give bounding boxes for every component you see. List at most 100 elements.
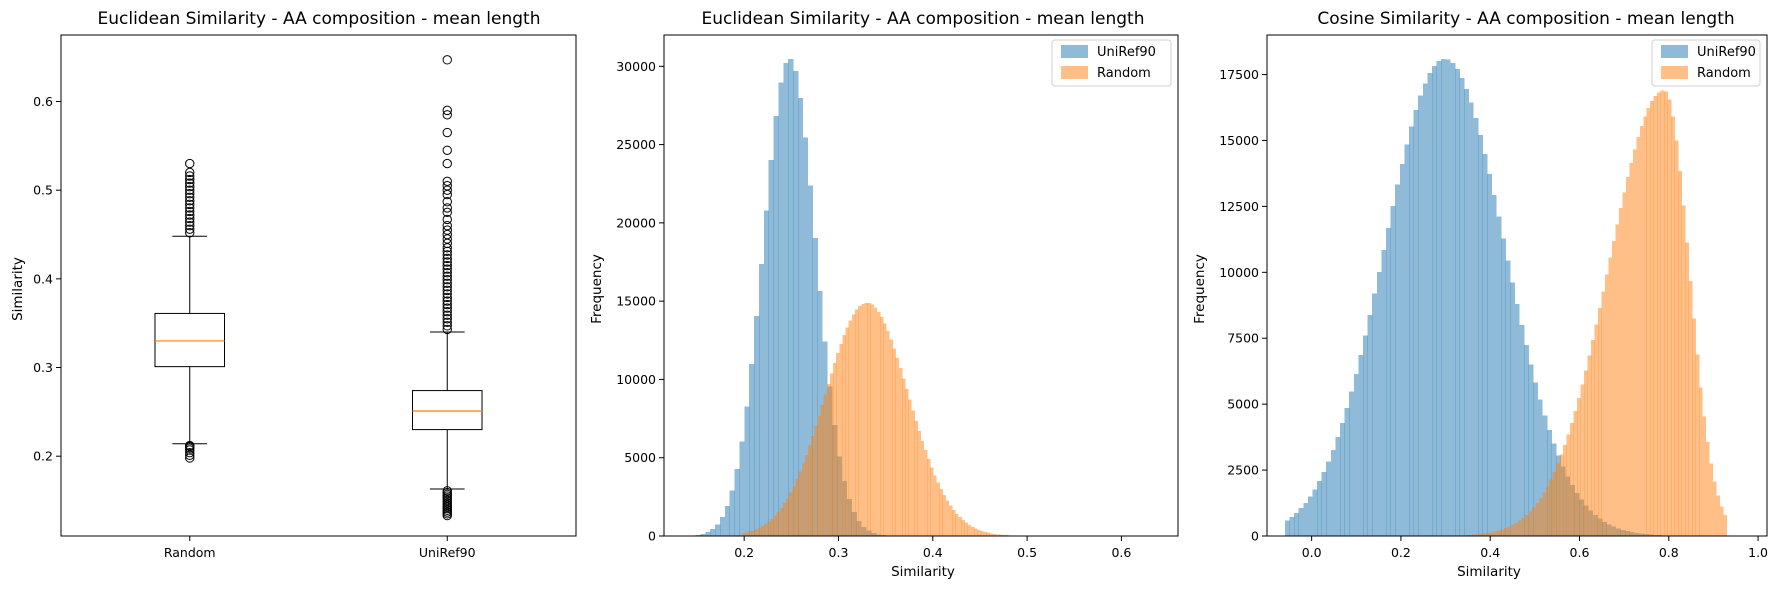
histogram-bar-uniref90: [754, 316, 760, 536]
x-tick-label: 0.2: [1391, 545, 1411, 560]
outlier-point: [442, 220, 452, 231]
histogram-bar-random: [1479, 533, 1484, 536]
histogram-bar-random: [1490, 532, 1494, 536]
histogram-bar-uniref90: [763, 210, 770, 536]
histogram-bar-random: [757, 527, 762, 536]
histogram-bar-random: [1615, 224, 1620, 537]
outlier-point: [442, 271, 452, 281]
histogram-bar-random: [1639, 126, 1644, 536]
histogram-bar-uniref90: [1505, 260, 1511, 536]
histogram-bar-uniref90: [1413, 110, 1419, 536]
histogram-bar-random: [1625, 177, 1630, 537]
histogram-bar-uniref90: [1523, 345, 1529, 536]
outlier-point: [185, 224, 195, 234]
histogram-bar-uniref90: [1395, 184, 1401, 537]
histogram-bar-random: [1542, 492, 1547, 536]
y-tick-label: 0.4: [33, 271, 53, 286]
y-tick-label: 15000: [1219, 133, 1259, 148]
outlier-point: [185, 189, 195, 199]
outlier-point: [442, 285, 452, 296]
histogram-bar-random: [908, 399, 912, 536]
histogram-bar-random: [1507, 526, 1512, 536]
histogram-bar-uniref90: [807, 185, 813, 536]
outlier-point: [185, 171, 195, 181]
outlier-point: [185, 220, 195, 231]
y-tick-label: 0: [648, 529, 656, 544]
histogram-bar-random: [1584, 370, 1588, 536]
histogram-bar-random: [1497, 530, 1501, 536]
outlier-point: [442, 278, 452, 288]
boxplot-panel: Euclidean Similarity - AA composition - …: [10, 9, 577, 560]
y-tick-label: 0.6: [33, 94, 53, 109]
x-tick-label: 0.3: [829, 545, 849, 560]
histogram-bar-random: [786, 498, 790, 536]
histogram-bar-uniref90: [1372, 293, 1378, 536]
histogram-bar-uniref90: [1349, 391, 1355, 536]
histogram-bar-random: [858, 306, 862, 536]
histogram-bar-random: [795, 479, 799, 536]
histogram-bar-uniref90: [1450, 62, 1456, 537]
outlier-point: [185, 196, 195, 206]
histogram-bar-random: [1517, 520, 1522, 536]
histogram-bar-uniref90: [1454, 69, 1460, 536]
outlier-point: [185, 213, 195, 224]
histogram-bar-random: [1716, 495, 1721, 536]
histogram-bar-random: [1678, 170, 1682, 536]
histogram-bar-random: [892, 348, 897, 536]
y-tick-label: 0.3: [33, 360, 53, 375]
histogram-bar-uniref90: [1500, 238, 1506, 536]
box-random: [154, 312, 226, 368]
outlier-point: [185, 185, 195, 195]
histogram-bar-random: [1698, 387, 1703, 536]
histogram-bar-random: [779, 507, 784, 536]
histogram-bar-random: [801, 463, 806, 536]
outlier-point: [442, 292, 452, 303]
histogram-bar-random: [1521, 517, 1526, 536]
histogram-bar-uniref90: [1376, 271, 1382, 536]
histogram-bar-random: [867, 303, 871, 536]
y-tick-label: 15000: [616, 294, 656, 309]
cosine-histogram-marks: [1284, 58, 1728, 537]
histogram-bar-uniref90: [1473, 117, 1479, 537]
histogram-bar-random: [1622, 192, 1627, 536]
outlier-point: [442, 306, 452, 317]
x-tick-label: 0.0: [1302, 545, 1322, 560]
histogram-bar-uniref90: [1289, 516, 1295, 536]
euclidean-histogram-legend: UniRef90 Random: [1051, 39, 1172, 87]
histogram-bar-uniref90: [715, 524, 721, 536]
histogram-bar-uniref90: [1477, 135, 1483, 537]
histogram-bar-random: [789, 492, 793, 536]
histogram-bar-uniref90: [719, 516, 726, 536]
histogram-bar-random: [1476, 534, 1480, 536]
y-tick-label: 0.2: [33, 449, 53, 464]
histogram-bar-random: [1510, 524, 1515, 536]
histogram-bar-uniref90: [1487, 173, 1493, 536]
outlier-point: [185, 181, 195, 192]
histogram-bar-uniref90: [1330, 449, 1336, 536]
x-tick-label: 0.2: [734, 545, 754, 560]
histogram-bar-uniref90: [744, 406, 750, 536]
outlier-point: [442, 207, 452, 218]
euclidean-histogram-y-axis-label: Frequency: [589, 254, 605, 324]
histogram-bar-uniref90: [734, 469, 740, 536]
outlier-point: [185, 203, 195, 213]
histogram-bar-uniref90: [768, 159, 774, 536]
histogram-bar-uniref90: [1464, 88, 1470, 536]
histogram-bar-random: [936, 482, 940, 536]
histogram-bar-random: [1577, 398, 1581, 536]
x-tick-label: 0.4: [1480, 545, 1500, 560]
histogram-bar-random: [898, 368, 903, 536]
y-tick-label: 25000: [616, 137, 656, 152]
histogram-bar-uniref90: [724, 506, 731, 536]
histogram-bar-random: [1664, 91, 1668, 536]
histogram-bar-random: [961, 520, 965, 536]
x-tick-label-random: Random: [164, 545, 216, 560]
outlier-point: [442, 296, 452, 306]
histogram-bar-random: [955, 513, 959, 536]
outlier-point: [442, 321, 452, 331]
histogram-bar-uniref90: [1514, 303, 1520, 536]
histogram-bar-uniref90: [739, 441, 745, 536]
histogram-bar-uniref90: [812, 237, 818, 536]
histogram-bar-uniref90: [749, 364, 755, 536]
histogram-bar-random: [754, 529, 759, 536]
